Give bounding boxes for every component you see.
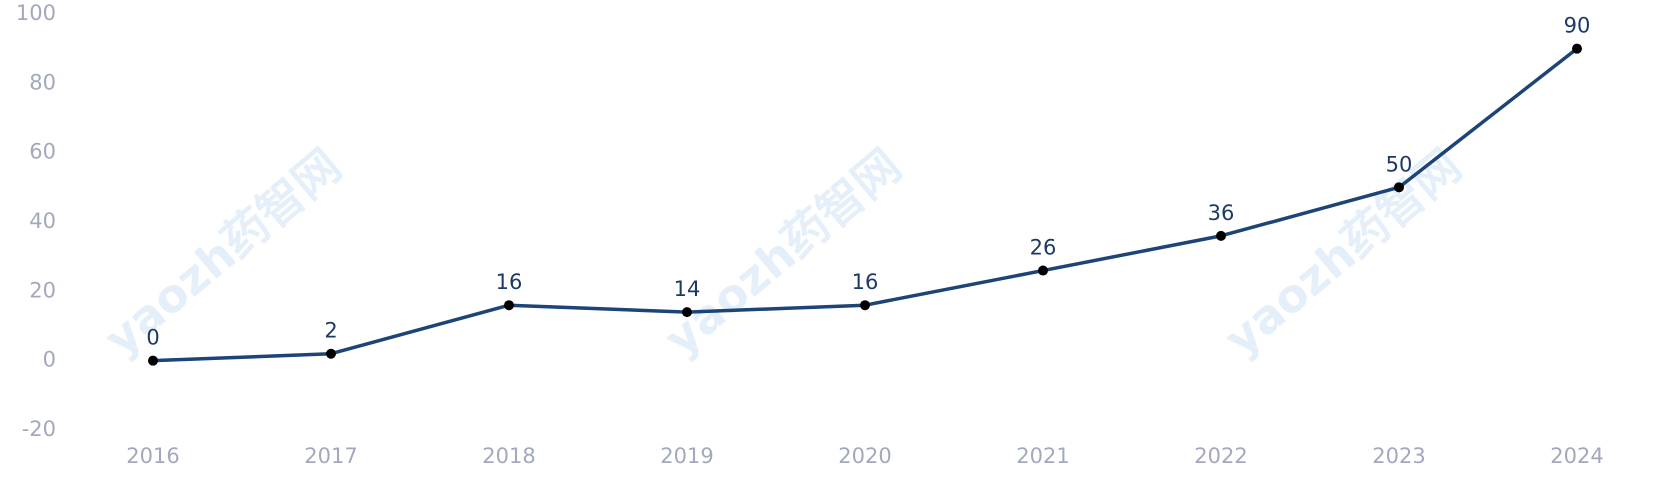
x-tick-label: 2024 <box>1550 444 1603 468</box>
data-label: 16 <box>852 270 879 294</box>
x-tick-label: 2021 <box>1016 444 1069 468</box>
x-tick-label: 2022 <box>1194 444 1247 468</box>
watermark: yaozh药智网 <box>654 138 911 366</box>
watermark: yaozh药智网 <box>94 138 351 366</box>
point <box>1572 43 1582 54</box>
y-tick-label: 60 <box>29 140 56 164</box>
y-tick-label: 100 <box>16 1 56 25</box>
y-tick-label: 0 <box>43 348 56 372</box>
x-tick-label: 2017 <box>304 444 357 468</box>
point <box>1394 182 1404 193</box>
point <box>1216 230 1226 241</box>
y-tick-label: 40 <box>29 209 56 233</box>
x-tick-label: 2023 <box>1372 444 1425 468</box>
x-tick-label: 2020 <box>838 444 891 468</box>
data-label: 90 <box>1564 14 1591 38</box>
point <box>148 355 158 366</box>
data-label: 36 <box>1208 201 1235 225</box>
data-label: 16 <box>496 270 523 294</box>
data-label: 14 <box>674 277 701 301</box>
x-tick-label: 2019 <box>660 444 713 468</box>
point <box>682 307 692 318</box>
watermark: yaozh药智网 <box>1214 138 1471 366</box>
point <box>326 348 336 359</box>
x-tick-label: 2016 <box>126 444 179 468</box>
point <box>860 300 870 311</box>
y-tick-label: 80 <box>29 70 56 94</box>
y-tick-label: 20 <box>29 278 56 302</box>
data-label: 0 <box>146 326 159 350</box>
x-tick-label: 2018 <box>482 444 535 468</box>
data-label: 50 <box>1386 152 1413 176</box>
data-label: 26 <box>1030 236 1057 260</box>
data-label: 2 <box>324 319 337 343</box>
y-tick-label: -20 <box>22 417 56 441</box>
point <box>504 300 514 311</box>
point <box>1038 265 1048 276</box>
